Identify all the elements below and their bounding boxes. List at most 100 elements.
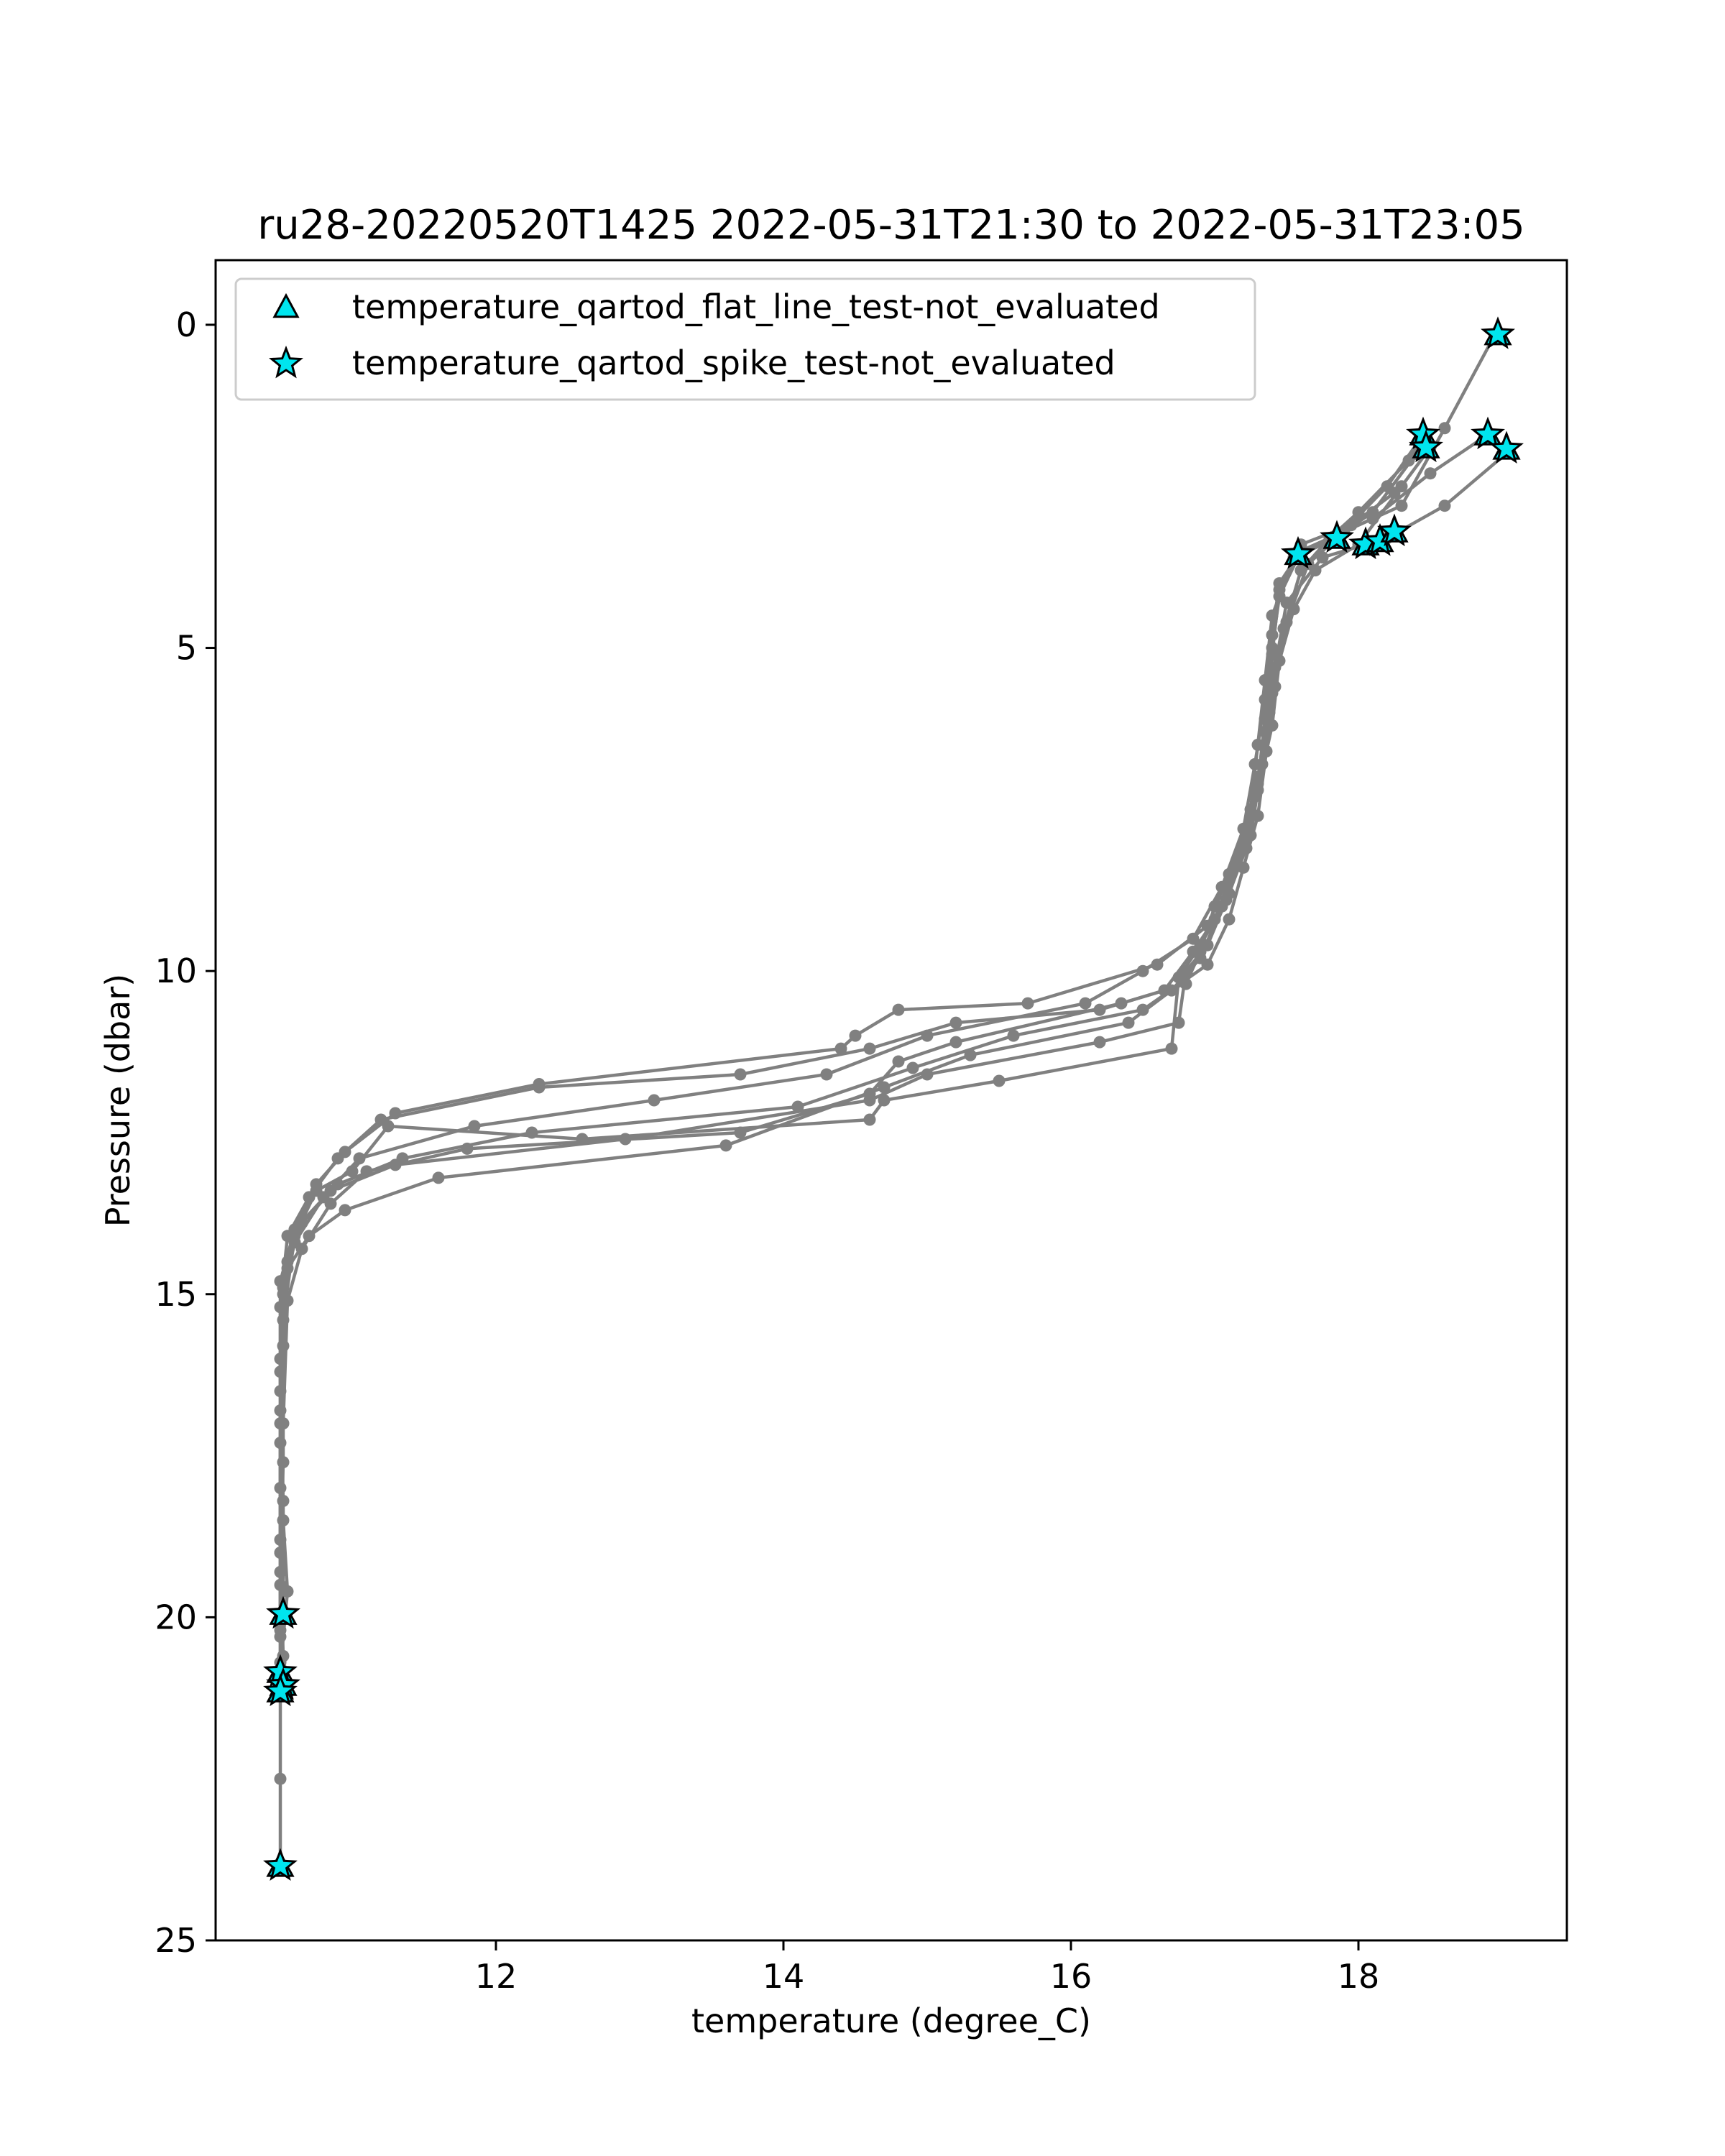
chart-title: ru28-20220520T1425 2022-05-31T21:30 to 2…: [257, 202, 1524, 249]
profile-point: [288, 1230, 301, 1243]
profile-point: [949, 1016, 962, 1029]
y-axis-label: Pressure (dbar): [98, 974, 137, 1227]
profile-point: [878, 1081, 891, 1094]
profile-point: [324, 1197, 337, 1210]
y-tick-label: 10: [155, 952, 197, 990]
spike-marker: [1489, 430, 1524, 464]
profile-point: [1172, 971, 1185, 984]
profile-point: [1259, 713, 1271, 725]
plot-layer: [263, 316, 1524, 1881]
x-tick-label: 12: [475, 1957, 518, 1996]
profile-point: [303, 1230, 316, 1243]
profile-point: [1220, 893, 1233, 906]
y-tick-label: 20: [155, 1598, 197, 1636]
profile-point: [1395, 499, 1408, 512]
legend-label-flat-line: temperature_qartod_flat_line_test-not_ev…: [352, 287, 1160, 326]
profile-point: [820, 1068, 833, 1081]
profile-point: [1079, 997, 1092, 1010]
spike-marker: [1471, 416, 1505, 450]
profile-point: [849, 1029, 862, 1042]
plot-frame: [214, 259, 1568, 1942]
profile-point: [1438, 422, 1451, 435]
profile-point: [1266, 629, 1279, 642]
profile-point: [1424, 467, 1437, 480]
x-axis-label: temperature (degree_C): [691, 2001, 1091, 2040]
profile-point: [1223, 913, 1236, 926]
profile-point: [648, 1094, 661, 1107]
profile-point: [863, 1094, 876, 1107]
profile-point: [1438, 499, 1451, 512]
profile-point: [906, 1061, 919, 1074]
profile-point: [310, 1184, 323, 1197]
profile-point: [274, 1772, 287, 1785]
legend-triangle-marker: [272, 292, 300, 318]
profile-point: [863, 1042, 876, 1055]
spike-marker: [1409, 429, 1443, 463]
profile-point: [719, 1139, 732, 1152]
y-tick-label: 0: [176, 305, 197, 344]
profile-series-8: [274, 487, 1401, 1669]
spike-marker: [263, 1673, 298, 1707]
y-tick-label: 25: [155, 1921, 197, 1960]
profile-point: [1021, 997, 1034, 1010]
profile-point: [921, 1068, 934, 1081]
profile-point: [1122, 1016, 1135, 1029]
profile-line: [278, 491, 1396, 1663]
profile-point: [1201, 958, 1214, 971]
profile-point: [1136, 964, 1149, 977]
profile-point: [324, 1184, 337, 1197]
profile-point: [1093, 1036, 1106, 1049]
profile-point: [1277, 622, 1290, 635]
profile-point: [1007, 1029, 1020, 1042]
axis-layer: 12 14 16 18 0 5 10 15 20 25: [155, 305, 1379, 1996]
profile-point: [1266, 648, 1279, 660]
profile-point: [1294, 564, 1307, 577]
profile-point: [389, 1158, 402, 1171]
profile-point: [892, 1055, 905, 1068]
profile-point: [1388, 487, 1401, 499]
profile-point: [274, 1437, 287, 1450]
profile-point: [1165, 1042, 1178, 1055]
legend-star-marker: [269, 345, 303, 379]
profile-point: [1256, 757, 1269, 770]
profile-point: [346, 1165, 359, 1178]
profile-point: [533, 1078, 546, 1090]
spike-marker: [1481, 316, 1515, 349]
profile-point: [339, 1204, 351, 1217]
profile-point: [353, 1152, 366, 1165]
spike-marker: [1320, 520, 1354, 553]
profile-point: [921, 1029, 934, 1042]
profile-point: [878, 1094, 891, 1107]
profile-point: [1366, 506, 1379, 519]
spike-marker: [1377, 513, 1412, 547]
profile-point: [1402, 454, 1415, 467]
profile-point: [1352, 506, 1365, 519]
profile-point: [1136, 1003, 1149, 1016]
profile-point: [382, 1120, 395, 1133]
x-tick-label: 14: [763, 1957, 805, 1996]
profile-point: [1251, 777, 1264, 790]
legend-label-spike: temperature_qartod_spike_test-not_evalua…: [352, 344, 1116, 382]
flagged-markers: [263, 316, 1524, 1881]
profile-point: [949, 1036, 962, 1049]
x-tick-label: 16: [1050, 1957, 1092, 1996]
profile-point: [389, 1107, 402, 1120]
y-tick-label: 5: [176, 629, 197, 668]
profile-point: [432, 1171, 445, 1184]
profile-point: [274, 1565, 287, 1578]
profile-line: [278, 449, 1511, 1686]
spike-marker: [263, 1848, 298, 1881]
profile-point: [1345, 519, 1358, 532]
spike-marker: [266, 1595, 300, 1629]
profile-point: [863, 1113, 876, 1126]
profile-point: [1115, 997, 1128, 1010]
profile-point: [274, 1353, 287, 1365]
profile-point: [1194, 939, 1207, 952]
y-tick-label: 15: [155, 1275, 197, 1314]
profile-point: [468, 1120, 481, 1133]
legend-box: [234, 277, 1256, 401]
profile-point: [576, 1133, 589, 1146]
profile-point: [892, 1003, 905, 1016]
spike-marker: [1281, 535, 1315, 569]
